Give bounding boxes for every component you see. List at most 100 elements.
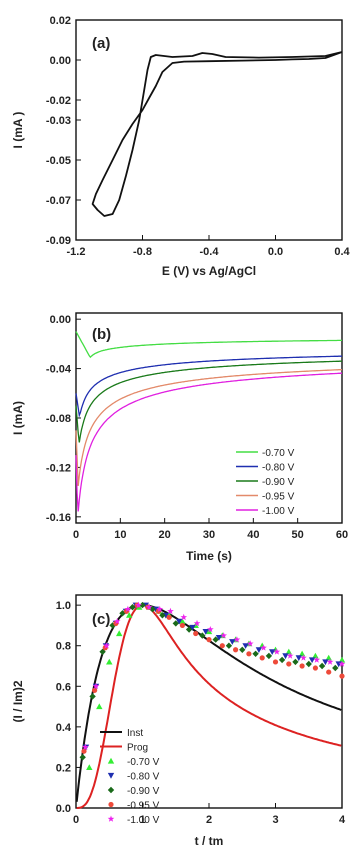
data-point: [129, 604, 136, 611]
data-point: [103, 642, 110, 649]
data-point: [81, 748, 87, 754]
y-tick-label: -0.05: [46, 155, 71, 167]
data-point: [255, 647, 263, 653]
data-point: [189, 624, 196, 631]
data-point: [96, 703, 103, 710]
x-tick-label: 3: [272, 814, 278, 826]
data-point: [159, 612, 166, 619]
data-point: [229, 639, 236, 645]
data-point: [92, 682, 100, 690]
legend-label: -0.70 V: [127, 757, 160, 768]
chart-panel-b: 0 10 20 30 40 50 60 0.00 -0.04 -0.08 -0.12 -0.16 (b)…: [11, 312, 348, 563]
y-tick-label: 0.0: [56, 803, 71, 815]
legend-marker: [108, 801, 114, 808]
data-point: [239, 646, 246, 653]
x-tick-label: 2: [206, 814, 212, 826]
data-point: [246, 651, 252, 657]
transient-line-2: [75, 360, 342, 443]
data-point: [106, 658, 113, 665]
data-point: [312, 652, 319, 659]
y-tick-label: -0.09: [46, 235, 71, 247]
model-curve-prog: [76, 604, 342, 809]
data-point: [332, 664, 339, 672]
data-point: [193, 619, 201, 627]
data-point: [285, 648, 292, 655]
data-point: [286, 652, 294, 659]
transient-line-0: [75, 331, 342, 359]
y-tick-label: 0.8: [56, 641, 71, 653]
data-point: [286, 661, 292, 667]
x-tick-label: 60: [336, 529, 348, 541]
data-point: [242, 643, 249, 649]
data-point: [179, 622, 185, 629]
cv-series-line: [91, 51, 343, 217]
y-tick-label: -0.08: [46, 413, 71, 425]
y-tick-label: -0.04: [46, 364, 72, 376]
data-point: [259, 655, 265, 661]
data-point: [326, 658, 334, 665]
data-point: [89, 693, 96, 700]
data-point: [299, 663, 305, 669]
data-point: [82, 743, 89, 750]
legend-label: -0.90 V: [127, 786, 160, 797]
data-point: [175, 618, 183, 625]
data-point: [312, 665, 318, 671]
data-point: [273, 648, 281, 655]
chart-panel-c: 0 1 2 3 4 0.0 0.2 0.4 0.6 0.8 1.0 (c) Inst Prog -0.70 …: [11, 594, 346, 848]
y-axis-label: (I / Im)2: [11, 680, 25, 722]
plot-frame: [75, 312, 343, 524]
data-point: [99, 648, 106, 655]
data-point: [109, 622, 116, 629]
data-point: [206, 637, 212, 643]
transient-line-4: [75, 372, 342, 512]
legend-marker: [107, 757, 115, 764]
data-point: [156, 605, 164, 612]
chart-panel-a: -1.2 -0.8 -0.4 0.0 0.4 0.02 0.00 -0.02 -0.03 -0.0…: [11, 15, 351, 278]
legend-label: -0.90 V: [262, 477, 295, 488]
legend-label: -0.95 V: [127, 801, 160, 812]
data-point: [260, 644, 267, 651]
transient-line-1: [75, 355, 342, 418]
data-point: [220, 632, 227, 639]
data-point: [265, 652, 273, 660]
legend-label: Prog: [127, 743, 148, 754]
data-point: [269, 649, 276, 655]
data-point: [233, 647, 239, 653]
x-axis-label: t / tm: [195, 834, 224, 848]
data-point: [193, 630, 199, 637]
data-point: [202, 629, 209, 635]
data-point: [325, 654, 332, 661]
y-tick-label: 0.6: [56, 681, 71, 693]
data-point: [282, 653, 289, 660]
data-point: [166, 614, 172, 620]
legend-marker: [107, 772, 115, 779]
plot-frame: [75, 594, 343, 809]
data-point: [145, 603, 153, 610]
legend-marker: [107, 815, 115, 822]
data-point: [86, 764, 93, 770]
data-point: [139, 601, 146, 609]
legend-marker: [107, 786, 115, 794]
legend-label: -0.70 V: [262, 448, 295, 459]
data-point: [167, 607, 174, 615]
y-tick-label: 0.00: [50, 314, 71, 326]
transient-line-3: [75, 368, 343, 486]
y-tick-label: -0.02: [46, 95, 71, 107]
x-tick-label: 30: [203, 529, 215, 541]
legend-label: -0.80 V: [127, 772, 160, 783]
y-tick-label: 0.4: [56, 722, 72, 734]
data-point: [326, 669, 332, 675]
data-point: [313, 656, 321, 663]
data-point: [233, 636, 241, 643]
model-curve-inst: [75, 604, 342, 802]
x-tick-label: -1.2: [67, 246, 86, 258]
legend-label: -0.95 V: [262, 492, 295, 503]
legend-label: Inst: [127, 728, 143, 739]
data-point: [292, 658, 299, 666]
x-tick-label: 0.4: [334, 246, 350, 258]
legend-label: -1.00 V: [262, 506, 295, 517]
data-point: [199, 632, 206, 639]
data-point: [180, 613, 188, 621]
data-point: [124, 605, 132, 612]
data-point: [338, 656, 346, 663]
